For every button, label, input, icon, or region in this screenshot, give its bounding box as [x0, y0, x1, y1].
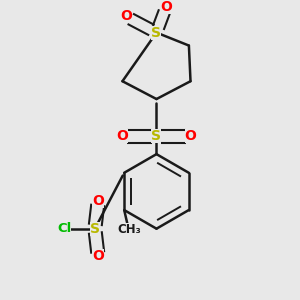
- Text: CH₃: CH₃: [117, 223, 141, 236]
- Text: Cl: Cl: [57, 222, 71, 235]
- Text: O: O: [184, 129, 196, 143]
- Text: S: S: [90, 222, 100, 236]
- Text: O: O: [92, 194, 104, 208]
- Text: S: S: [152, 26, 161, 40]
- Text: O: O: [92, 249, 104, 263]
- Text: S: S: [152, 129, 161, 143]
- Text: O: O: [120, 9, 132, 23]
- Text: O: O: [116, 129, 128, 143]
- Text: O: O: [160, 0, 172, 14]
